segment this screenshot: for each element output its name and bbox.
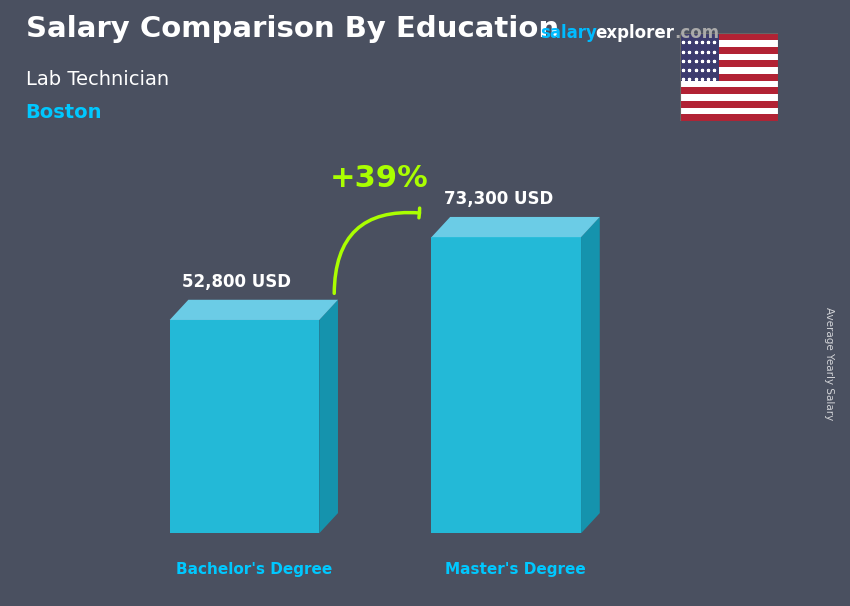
Text: +39%: +39% bbox=[330, 164, 428, 193]
Bar bbox=[680, 108, 778, 115]
Bar bbox=[680, 67, 778, 74]
Bar bbox=[680, 53, 778, 61]
Text: salary: salary bbox=[540, 24, 597, 42]
Text: explorer: explorer bbox=[595, 24, 674, 42]
Bar bbox=[680, 74, 778, 81]
Bar bbox=[432, 237, 581, 533]
Polygon shape bbox=[170, 300, 338, 320]
Bar bbox=[680, 81, 778, 87]
Bar bbox=[680, 47, 778, 53]
Polygon shape bbox=[320, 300, 338, 533]
Text: 52,800 USD: 52,800 USD bbox=[183, 273, 292, 291]
Bar bbox=[680, 94, 778, 101]
Text: Boston: Boston bbox=[26, 103, 102, 122]
Bar bbox=[680, 87, 778, 94]
Bar bbox=[680, 115, 778, 121]
Bar bbox=[680, 40, 778, 47]
Polygon shape bbox=[581, 217, 600, 533]
Text: Master's Degree: Master's Degree bbox=[445, 562, 586, 578]
Text: Lab Technician: Lab Technician bbox=[26, 70, 168, 88]
Bar bbox=[680, 101, 778, 108]
Polygon shape bbox=[432, 217, 600, 237]
Bar bbox=[680, 33, 778, 40]
Bar bbox=[680, 33, 719, 81]
Text: 73,300 USD: 73,300 USD bbox=[445, 190, 553, 208]
Bar bbox=[170, 320, 320, 533]
Text: .com: .com bbox=[674, 24, 719, 42]
Text: Bachelor's Degree: Bachelor's Degree bbox=[176, 562, 332, 578]
Text: Salary Comparison By Education: Salary Comparison By Education bbox=[26, 15, 558, 43]
Bar bbox=[680, 61, 778, 67]
Text: Average Yearly Salary: Average Yearly Salary bbox=[824, 307, 834, 420]
